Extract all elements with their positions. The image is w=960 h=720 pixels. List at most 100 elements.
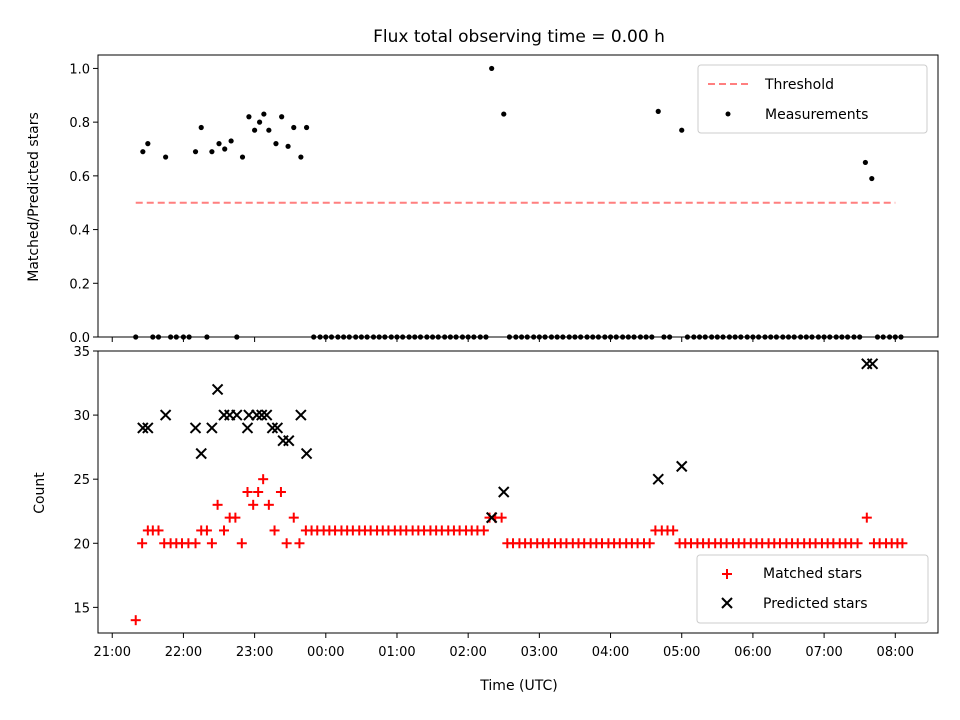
y-axis-label-count: Count (32, 472, 48, 514)
x-tick-label-0: 21:00 (94, 645, 131, 660)
measurement-point-20 (252, 127, 258, 133)
measurement-point-23 (266, 127, 272, 133)
predicted-star-point-12 (251, 409, 263, 421)
x-axis-label: Time (UTC) (479, 678, 557, 694)
predicted-star-point-19 (295, 409, 307, 421)
x-tick-label-11: 08:00 (877, 645, 914, 660)
y-tick-label-1-2: 25 (73, 473, 90, 488)
measurement-point-26 (285, 143, 291, 149)
y-tick-label-0-1: 0.2 (69, 277, 90, 292)
matched-star-point-22 (258, 474, 269, 485)
matched-star-point-129 (897, 538, 908, 549)
predicted-star-point-16 (271, 422, 284, 434)
predicted-star-point-5 (206, 422, 218, 434)
measurement-point-21 (256, 119, 263, 125)
y-tick-label-0-4: 0.8 (69, 116, 90, 131)
plot-frame-0 (97, 54, 939, 338)
predicted-star-point-1 (142, 422, 154, 434)
matched-star-point-10 (190, 538, 201, 549)
predicted-star-point-23 (652, 473, 664, 485)
y-tick-label-1-4: 35 (73, 345, 90, 360)
x-tick-label-2: 23:00 (236, 645, 273, 660)
measurement-point-28 (298, 154, 304, 160)
predicted-star-point-20 (300, 447, 313, 460)
measurement-point-2 (145, 141, 151, 147)
legend-matched-label: Matched stars (763, 566, 862, 582)
legend-matched-swatch (722, 569, 732, 579)
measurement-point-25 (279, 114, 285, 120)
predicted-star-point-14 (261, 409, 273, 421)
predicted-star-point-18 (283, 435, 295, 447)
predicted-star-point-15 (266, 422, 279, 434)
measurement-point-11 (198, 124, 204, 131)
matched-star-point-18 (236, 538, 247, 549)
matched-star-point-28 (294, 538, 305, 549)
matched-star-point-19 (242, 487, 253, 497)
x-tick-label-7: 04:00 (592, 645, 629, 660)
x-tick-label-4: 01:00 (378, 645, 415, 660)
measurement-point-122 (869, 175, 875, 182)
measurement-point-61 (501, 111, 507, 117)
matched-star-point-91 (668, 525, 679, 536)
matched-star-point-12 (201, 525, 212, 536)
measurement-point-5 (163, 154, 169, 160)
measurement-point-10 (192, 149, 199, 155)
y-tick-label-1-0: 15 (73, 601, 90, 616)
measurement-point-13 (209, 149, 215, 155)
x-tick-label-5: 02:00 (449, 645, 486, 660)
legend-measurements-label: Measurements (765, 107, 868, 123)
matched-star-point-13 (206, 538, 217, 549)
matched-star-point-59 (478, 525, 489, 536)
legend-bottom-frame (696, 554, 929, 624)
predicted-star-point-22 (498, 486, 510, 498)
count-panel: 15 20 25 30 35 21:00 22:00 23:00 00:00 01:00 02:00… (73, 345, 939, 660)
matched-star-point-27 (288, 512, 299, 523)
plot-frame-1 (97, 350, 939, 634)
matched-star-point-26 (281, 538, 292, 549)
y-tick-label-0-5: 1.0 (69, 62, 90, 77)
y-tick-label-0-0: 0.0 (69, 331, 90, 346)
legend-predicted-swatch (721, 597, 733, 609)
predicted-star-point-26 (866, 358, 879, 370)
matched-star-point-123 (861, 512, 872, 523)
matched-star-point-4 (153, 525, 164, 536)
x-tick-label-3: 00:00 (307, 645, 344, 660)
y-tick-label-1-3: 30 (73, 409, 90, 424)
measurement-point-1 (140, 149, 146, 155)
predicted-star-point-9 (231, 409, 243, 421)
measurement-point-19 (246, 114, 252, 120)
matched-star-point-1 (137, 538, 148, 549)
measurement-point-14 (216, 141, 222, 147)
predicted-star-point-10 (241, 422, 254, 434)
ratio-panel: 0.0 0.2 0.4 0.6 0.8 1.0 (69, 54, 939, 346)
predicted-star-point-3 (189, 422, 202, 434)
matched-star-point-24 (269, 525, 280, 536)
measurement-point-16 (228, 138, 234, 144)
predicted-star-point-2 (159, 409, 172, 421)
legend-top: Threshold Measurements (697, 64, 928, 134)
y-axis-label-ratio: Matched/Predicted stars (26, 112, 42, 282)
matched-star-point-62 (496, 512, 507, 523)
matched-star-point-0 (130, 615, 141, 626)
measurement-point-29 (303, 124, 310, 131)
measurement-point-60 (489, 65, 495, 72)
legend-top-frame (697, 64, 928, 134)
measurement-point-15 (222, 146, 228, 152)
legend-predicted-label: Predicted stars (763, 596, 868, 612)
y-tick-label-0-2: 0.4 (69, 224, 90, 239)
measurement-point-87 (655, 108, 661, 114)
y-tick-label-1-1: 20 (73, 537, 90, 552)
matched-star-point-25 (275, 487, 286, 497)
matched-star-point-15 (219, 525, 229, 536)
x-tick-label-9: 06:00 (734, 645, 771, 660)
predicted-star-point-24 (676, 460, 688, 473)
matched-star-point-14 (212, 499, 223, 510)
matched-star-point-17 (230, 512, 241, 523)
legend-measurements-swatch (725, 111, 731, 117)
matched-star-point-21 (253, 487, 264, 497)
predicted-star-point-6 (211, 383, 224, 396)
measurement-point-22 (261, 111, 267, 117)
chart-title: Flux total observing time = 0.00 h (373, 27, 665, 47)
measurement-point-18 (239, 154, 246, 160)
